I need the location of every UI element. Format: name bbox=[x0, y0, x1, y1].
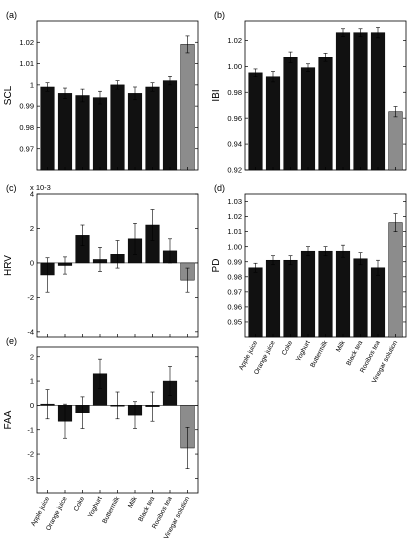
y-tick-label: 1.03 bbox=[227, 197, 242, 206]
bar bbox=[92, 97, 108, 171]
y-tick-label: 2 bbox=[30, 224, 34, 233]
bar bbox=[300, 67, 316, 171]
y-tick-label: 0.99 bbox=[19, 102, 34, 111]
bar bbox=[283, 259, 298, 338]
panel-label: (c) bbox=[6, 183, 17, 193]
y-axis-label: PD bbox=[211, 259, 222, 273]
panel-label: (e) bbox=[6, 336, 17, 346]
y-tick-label: 0 bbox=[30, 259, 34, 268]
category-label: Yoghurt bbox=[295, 340, 312, 363]
category-label: Buttermilk bbox=[101, 495, 121, 525]
bar bbox=[162, 80, 178, 171]
y-tick-label: 2 bbox=[30, 352, 34, 361]
y-tick-label: 1.00 bbox=[227, 242, 242, 251]
bar bbox=[388, 222, 403, 338]
bar bbox=[318, 57, 333, 171]
panel-label: (b) bbox=[214, 10, 225, 20]
category-label: Black tea bbox=[137, 495, 156, 523]
category-label: Coke bbox=[73, 495, 87, 512]
bar bbox=[40, 86, 55, 171]
y-tick-label: 1.02 bbox=[19, 38, 34, 47]
bar bbox=[300, 250, 316, 338]
y-tick-label: 0.96 bbox=[227, 114, 242, 123]
y-axis-label: SCL bbox=[3, 85, 14, 105]
y-tick-label: 1 bbox=[30, 80, 34, 89]
panel-d: 0.95 0.96 0.97 0.98 0.99 1.00 1.01 1.02 1.03 PD (d… bbox=[211, 183, 407, 385]
y-tick-label: -3 bbox=[27, 474, 34, 483]
bar bbox=[283, 57, 298, 171]
bar bbox=[388, 111, 403, 171]
y-tick-label: 0.98 bbox=[227, 272, 242, 281]
y-tick-label: 0.97 bbox=[227, 287, 242, 296]
bar bbox=[57, 93, 73, 171]
category-label: Buttermilk bbox=[309, 339, 329, 369]
category-label: Coke bbox=[281, 339, 295, 356]
y-tick-label: -2 bbox=[27, 450, 34, 459]
y-tick-label: 1.02 bbox=[227, 212, 242, 221]
bar bbox=[248, 72, 263, 171]
bar bbox=[335, 32, 351, 171]
y-axis-label: FAA bbox=[3, 410, 14, 429]
y-tick-label: 1 bbox=[30, 377, 34, 386]
y-tick-label: -4 bbox=[27, 327, 34, 336]
category-label: Yoghurt bbox=[87, 496, 104, 519]
y-tick-label: 1.00 bbox=[227, 62, 242, 71]
y-tick-label: 1.01 bbox=[227, 227, 242, 236]
category-label: Black tea bbox=[345, 339, 364, 367]
category-label: Milk bbox=[335, 339, 347, 353]
y-tick-label: 0.92 bbox=[227, 166, 242, 175]
bar bbox=[370, 32, 386, 171]
bar bbox=[127, 93, 143, 171]
y-tick-label: -2 bbox=[27, 293, 34, 302]
panel-label: (d) bbox=[214, 183, 225, 193]
y-axis-label: IBI bbox=[211, 89, 222, 101]
category-label: Milk bbox=[127, 495, 139, 509]
y-axis-label: HRV bbox=[3, 255, 14, 276]
y-tick-label: 0.94 bbox=[227, 140, 242, 149]
y-exponent-label: x 10-3 bbox=[30, 183, 51, 192]
y-tick-label: 0.98 bbox=[19, 123, 34, 132]
y-tick-label: 0.96 bbox=[227, 302, 242, 311]
bar bbox=[335, 250, 351, 338]
y-tick-label: 0.97 bbox=[19, 144, 34, 153]
y-tick-label: 1.01 bbox=[19, 59, 34, 68]
bar bbox=[110, 84, 125, 171]
panel-a: 0.97 0.98 0.99 1 1.01 1.02 SCL (a) bbox=[3, 10, 199, 171]
y-tick-label: 0.98 bbox=[227, 88, 242, 97]
panel-label: (a) bbox=[6, 10, 17, 20]
y-tick-label: 0 bbox=[30, 401, 34, 410]
bar bbox=[265, 259, 281, 338]
y-tick-label: 0.95 bbox=[227, 318, 242, 327]
y-tick-label: 0.99 bbox=[227, 257, 242, 266]
panel-b: 0.92 0.94 0.96 0.98 1.00 1.02 IBI (b) bbox=[211, 10, 407, 175]
y-tick-label: -1 bbox=[27, 425, 34, 434]
bar bbox=[248, 267, 263, 338]
bar bbox=[353, 258, 368, 338]
bar bbox=[370, 267, 386, 338]
bar bbox=[318, 250, 333, 338]
bar bbox=[145, 86, 160, 171]
y-tick-label: 1.02 bbox=[227, 36, 242, 45]
bar bbox=[265, 76, 281, 171]
panel-c: -4 -2 0 2 4x 10-3 HRV (c) bbox=[3, 183, 199, 338]
bar bbox=[75, 95, 90, 171]
y-tick-label: 4 bbox=[30, 190, 34, 199]
bar bbox=[180, 44, 195, 171]
bar bbox=[353, 32, 368, 171]
